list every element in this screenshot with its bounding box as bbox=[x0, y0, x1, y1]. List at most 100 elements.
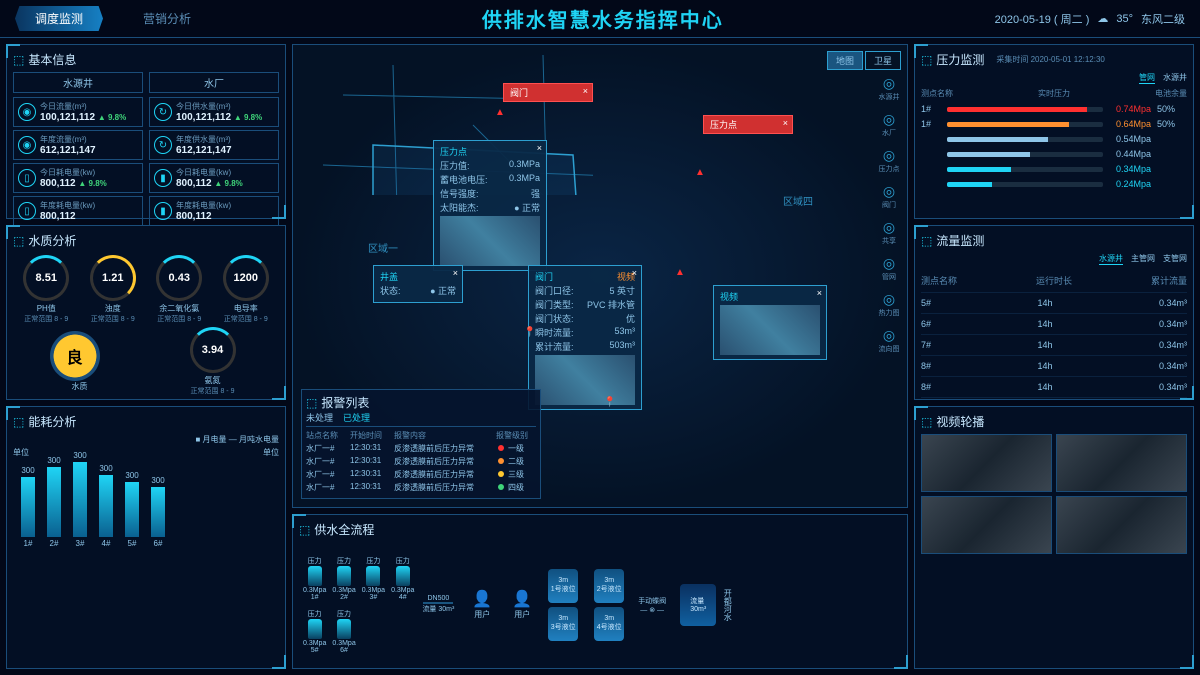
video-thumb[interactable] bbox=[921, 496, 1052, 554]
map-popup[interactable]: ×视频 bbox=[713, 285, 827, 360]
flow-title: 供水全流程 bbox=[299, 521, 901, 538]
user-icon: 👤用户 bbox=[512, 589, 532, 620]
tank-icon: 3m4号液位 bbox=[594, 607, 624, 641]
header-status: 2020-05-19 ( 周二 ) ☁ 35° 东风二级 bbox=[995, 11, 1185, 27]
pump-icon: 压力0.3Mpa5# bbox=[303, 609, 326, 654]
outlet-tank: 流量30m³ bbox=[680, 584, 716, 626]
pressure-tab-pipe[interactable]: 管网 bbox=[1139, 72, 1155, 84]
tank-icon: 3m2号液位 bbox=[594, 569, 624, 603]
info-item: ▮今日耗电量(kw)800,112 ▲ 9.8% bbox=[149, 163, 279, 193]
map-layer-icon[interactable]: 压力点 bbox=[877, 147, 901, 177]
warning-marker[interactable]: ▲ bbox=[493, 105, 507, 119]
gauge: 0.43余二氧化氯正常范围 8 - 9 bbox=[149, 255, 209, 324]
gauge: 良水质 bbox=[50, 331, 110, 392]
close-icon[interactable]: × bbox=[583, 86, 588, 96]
alarm-row[interactable]: 水厂一#12:30:31反渗透膜前后压力异常二级 bbox=[306, 455, 536, 468]
bar-group: 3001# bbox=[21, 466, 35, 548]
map-area[interactable]: 地图 卫星 水源井水厂压力点阀门共享管网热力图流向图 区域一区域四 ×阀门×压力… bbox=[292, 44, 908, 508]
pin-marker[interactable]: 📍 bbox=[603, 395, 617, 409]
region-label: 区域一 bbox=[368, 240, 398, 255]
flowmon-tab-well[interactable]: 水源井 bbox=[1099, 253, 1123, 265]
bar-group: 3004# bbox=[99, 464, 113, 548]
gauge: 8.51PH值正常范围 8 - 9 bbox=[16, 255, 76, 324]
alarm-panel: 报警列表 未处理 已处理 站点名称 开始时间 报警内容 报警级别 水厂一#12:… bbox=[301, 389, 541, 499]
ylabel-right: 单位 bbox=[263, 447, 279, 458]
flow-panel: 供水全流程 压力0.3Mpa1#压力0.3Mpa2#压力0.3Mpa3#压力0.… bbox=[292, 514, 908, 669]
close-icon[interactable]: × bbox=[817, 288, 822, 298]
flowmon-tab-main[interactable]: 主管网 bbox=[1131, 253, 1155, 265]
pressure-row: 1#0.74Mpa50% bbox=[921, 104, 1187, 114]
map-popup[interactable]: ×阀门 视频阀门口径:5 英寸阀门类型:PVC 排水管阀门状态:优瞬时流量:53… bbox=[528, 265, 642, 410]
info-item: ↻年度供水量(m³)612,121,147 bbox=[149, 130, 279, 160]
flowmon-header: 测点名称运行时长累计流量 bbox=[921, 269, 1187, 293]
alarm-tab-pending[interactable]: 未处理 bbox=[306, 411, 333, 424]
flowmon-title: 流量监测 bbox=[921, 232, 1187, 249]
map-layer-icon[interactable]: 水厂 bbox=[877, 111, 901, 141]
flowmon-row: 6#14h0.34m³ bbox=[921, 314, 1187, 335]
pressure-title: 压力监测采集时间 2020-05-01 12:12:30 bbox=[921, 51, 1187, 68]
metric-icon: ▯ bbox=[18, 202, 36, 220]
gauge: 3.94氨氮正常范围 8 - 9 bbox=[183, 327, 243, 396]
info-item: ▯年度耗电量(kw)800,112 bbox=[13, 196, 143, 226]
flowmon-row: 7#14h0.34m³ bbox=[921, 335, 1187, 356]
pump-icon: 压力0.3Mpa1# bbox=[303, 556, 326, 601]
pin-marker[interactable]: 📍 bbox=[523, 325, 537, 339]
header: 调度监测 营销分析 供排水智慧水务指挥中心 2020-05-19 ( 周二 ) … bbox=[0, 0, 1200, 38]
basic-info-panel: 基本信息 水源井◉今日流量(m³)100,121,112 ▲ 9.8%◉年度流量… bbox=[6, 44, 286, 219]
map-layer-icon[interactable]: 阀门 bbox=[877, 183, 901, 213]
tab-marketing[interactable]: 营销分析 bbox=[123, 6, 211, 31]
pressure-row: 1#0.64Mpa50% bbox=[921, 119, 1187, 129]
warning-marker[interactable]: ▲ bbox=[673, 265, 687, 279]
alarm-row[interactable]: 水厂一#12:30:31反渗透膜前后压力异常四级 bbox=[306, 481, 536, 494]
page-title: 供排水智慧水务指挥中心 bbox=[482, 4, 724, 33]
pressure-row: 0.44Mpa bbox=[921, 149, 1187, 159]
video-title: 视频轮播 bbox=[921, 413, 1187, 430]
alarm-tab-done[interactable]: 已处理 bbox=[343, 411, 370, 424]
close-icon[interactable]: × bbox=[453, 268, 458, 278]
map-layer-icon[interactable]: 流向图 bbox=[877, 327, 901, 357]
video-thumb[interactable] bbox=[1056, 434, 1187, 492]
map-popup[interactable]: ×压力点 bbox=[703, 115, 793, 134]
info-item: ↻今日供水量(m³)100,121,112 ▲ 9.8% bbox=[149, 97, 279, 127]
tab-dispatch[interactable]: 调度监测 bbox=[15, 6, 103, 31]
info-item: ▯今日耗电量(kw)800,112 ▲ 9.8% bbox=[13, 163, 143, 193]
bar-group: 3002# bbox=[47, 456, 61, 548]
flowmon-row: 8#14h0.34m³ bbox=[921, 356, 1187, 377]
map-btn-satellite[interactable]: 卫星 bbox=[865, 51, 901, 70]
close-icon[interactable]: × bbox=[783, 118, 788, 128]
ylabel-left: 单位 bbox=[13, 447, 29, 458]
metric-icon: ▮ bbox=[154, 169, 172, 187]
map-popup[interactable]: ×阀门 bbox=[503, 83, 593, 102]
tank-icon: 3m3号液位 bbox=[548, 607, 578, 641]
map-popup[interactable]: ×井盖状态:● 正常 bbox=[373, 265, 463, 303]
map-layer-icon[interactable]: 热力图 bbox=[877, 291, 901, 321]
video-thumb[interactable] bbox=[1056, 496, 1187, 554]
bar-group: 3005# bbox=[125, 471, 139, 548]
popup-image bbox=[535, 355, 635, 405]
close-icon[interactable]: × bbox=[537, 143, 542, 153]
pressure-panel: 压力监测采集时间 2020-05-01 12:12:30 管网 水源井 测点名称… bbox=[914, 44, 1194, 219]
map-layer-icon[interactable]: 管网 bbox=[877, 255, 901, 285]
metric-icon: ◉ bbox=[18, 103, 36, 121]
popup-image bbox=[720, 305, 820, 355]
pressure-tab-well[interactable]: 水源井 bbox=[1163, 72, 1187, 84]
warning-marker[interactable]: ▲ bbox=[693, 165, 707, 179]
map-layer-icon[interactable]: 共享 bbox=[877, 219, 901, 249]
header-tabs: 调度监测 营销分析 bbox=[15, 6, 211, 31]
alarm-row[interactable]: 水厂一#12:30:31反渗透膜前后压力异常一级 bbox=[306, 442, 536, 455]
map-layer-icon[interactable]: 水源井 bbox=[877, 75, 901, 105]
basic-info-title: 基本信息 bbox=[13, 51, 279, 68]
map-popup[interactable]: ×压力点压力值:0.3MPa蓄电池电压:0.3MPa信号强度:强太阳能杰:● 正… bbox=[433, 140, 547, 271]
user-icon: 👤用户 bbox=[472, 589, 492, 620]
map-btn-map[interactable]: 地图 bbox=[827, 51, 863, 70]
energy-title: 能耗分析 bbox=[13, 413, 279, 430]
map-type-btns: 地图 卫星 bbox=[827, 51, 901, 70]
popup-image bbox=[440, 216, 540, 266]
video-panel: 视频轮播 bbox=[914, 406, 1194, 669]
alarm-header: 站点名称 开始时间 报警内容 报警级别 bbox=[306, 429, 536, 442]
close-icon[interactable]: × bbox=[632, 268, 637, 278]
alarm-row[interactable]: 水厂一#12:30:31反渗透膜前后压力异常三级 bbox=[306, 468, 536, 481]
video-thumb[interactable] bbox=[921, 434, 1052, 492]
flowmon-tab-branch[interactable]: 支管网 bbox=[1163, 253, 1187, 265]
pressure-row: 0.34Mpa bbox=[921, 164, 1187, 174]
